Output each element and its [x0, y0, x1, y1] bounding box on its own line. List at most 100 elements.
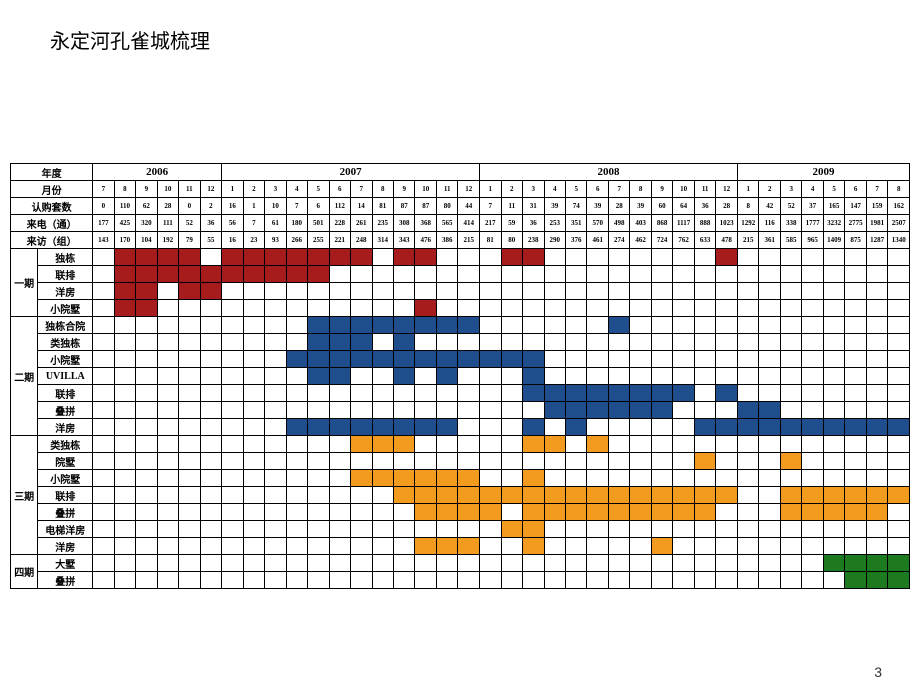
gantt-cell — [458, 385, 480, 402]
gantt-cell — [630, 419, 651, 436]
gantt-cell — [480, 504, 501, 521]
gantt-cell — [673, 402, 694, 419]
gantt-cell — [608, 419, 629, 436]
gantt-cell — [544, 555, 565, 572]
month-header: 5 — [308, 181, 329, 198]
gantt-cell — [222, 385, 243, 402]
gantt-cell — [565, 453, 586, 470]
gantt-row-label: 叠拼 — [38, 504, 93, 521]
gantt-cell — [501, 470, 522, 487]
gantt-cell — [673, 300, 694, 317]
gantt-cell — [308, 419, 329, 436]
gantt-cell — [716, 470, 738, 487]
data-cell: 570 — [587, 215, 608, 232]
data-cell: 177 — [93, 215, 114, 232]
gantt-cell — [823, 402, 844, 419]
data-cell: 42 — [759, 198, 780, 215]
gantt-cell — [780, 368, 801, 385]
gantt-cell — [780, 504, 801, 521]
gantt-cell — [157, 470, 178, 487]
gantt-cell — [243, 351, 264, 368]
month-header: 9 — [651, 181, 672, 198]
gantt-cell — [737, 487, 758, 504]
month-header: 7 — [93, 181, 114, 198]
gantt-cell — [480, 538, 501, 555]
data-cell: 476 — [415, 232, 436, 249]
data-cell: 36 — [200, 215, 222, 232]
gantt-cell — [436, 334, 457, 351]
gantt-cell — [372, 453, 393, 470]
gantt-cell — [759, 334, 780, 351]
gantt-cell — [587, 436, 608, 453]
gantt-cell — [888, 317, 910, 334]
gantt-cell — [716, 385, 738, 402]
gantt-cell — [845, 572, 866, 589]
gantt-row-label: 大墅 — [38, 555, 93, 572]
gantt-cell — [823, 572, 844, 589]
gantt-cell — [480, 368, 501, 385]
gantt-cell — [544, 368, 565, 385]
gantt-cell — [329, 470, 350, 487]
gantt-row-label: 联排 — [38, 266, 93, 283]
gantt-cell — [265, 470, 286, 487]
gantt-cell — [845, 283, 866, 300]
gantt-cell — [565, 300, 586, 317]
gantt-cell — [823, 249, 844, 266]
gantt-cell — [351, 521, 372, 538]
gantt-cell — [544, 334, 565, 351]
gantt-cell — [458, 283, 480, 300]
gantt-cell — [200, 470, 222, 487]
gantt-cell — [823, 555, 844, 572]
gantt-cell — [351, 317, 372, 334]
gantt-cell — [587, 487, 608, 504]
gantt-cell — [759, 317, 780, 334]
data-cell: 7 — [243, 215, 264, 232]
data-cell: 314 — [372, 232, 393, 249]
gantt-cell — [329, 453, 350, 470]
gantt-cell — [308, 487, 329, 504]
gantt-cell — [565, 436, 586, 453]
gantt-cell — [630, 351, 651, 368]
gantt-cell — [136, 249, 157, 266]
gantt-cell — [587, 334, 608, 351]
gantt-cell — [157, 504, 178, 521]
gantt-cell — [565, 419, 586, 436]
gantt-cell — [157, 555, 178, 572]
gantt-row-label: 叠拼 — [38, 572, 93, 589]
gantt-cell — [243, 334, 264, 351]
gantt-cell — [866, 249, 887, 266]
gantt-cell — [308, 266, 329, 283]
page-number: 3 — [874, 664, 882, 680]
month-header: 5 — [565, 181, 586, 198]
month-header: 3 — [780, 181, 801, 198]
gantt-cell — [222, 453, 243, 470]
gantt-cell — [802, 419, 823, 436]
gantt-cell — [329, 402, 350, 419]
data-cell: 62 — [136, 198, 157, 215]
gantt-cell — [651, 521, 672, 538]
gantt-cell — [651, 266, 672, 283]
data-cell: 56 — [222, 215, 243, 232]
gantt-cell — [157, 453, 178, 470]
month-header: 10 — [673, 181, 694, 198]
gantt-cell — [716, 334, 738, 351]
gantt-cell — [136, 351, 157, 368]
gantt-cell — [523, 572, 544, 589]
gantt-cell — [888, 249, 910, 266]
gantt-cell — [308, 300, 329, 317]
data-cell: 255 — [308, 232, 329, 249]
gantt-cell — [179, 487, 200, 504]
gantt-row-label: 院墅 — [38, 453, 93, 470]
gantt-cell — [265, 317, 286, 334]
gantt-cell — [780, 317, 801, 334]
gantt-cell — [458, 266, 480, 283]
gantt-cell — [565, 266, 586, 283]
gantt-cell — [866, 419, 887, 436]
gantt-cell — [93, 249, 114, 266]
gantt-cell — [200, 317, 222, 334]
gantt-cell — [114, 351, 135, 368]
gantt-cell — [329, 538, 350, 555]
gantt-cell — [630, 453, 651, 470]
data-cell: 162 — [888, 198, 910, 215]
gantt-cell — [866, 572, 887, 589]
